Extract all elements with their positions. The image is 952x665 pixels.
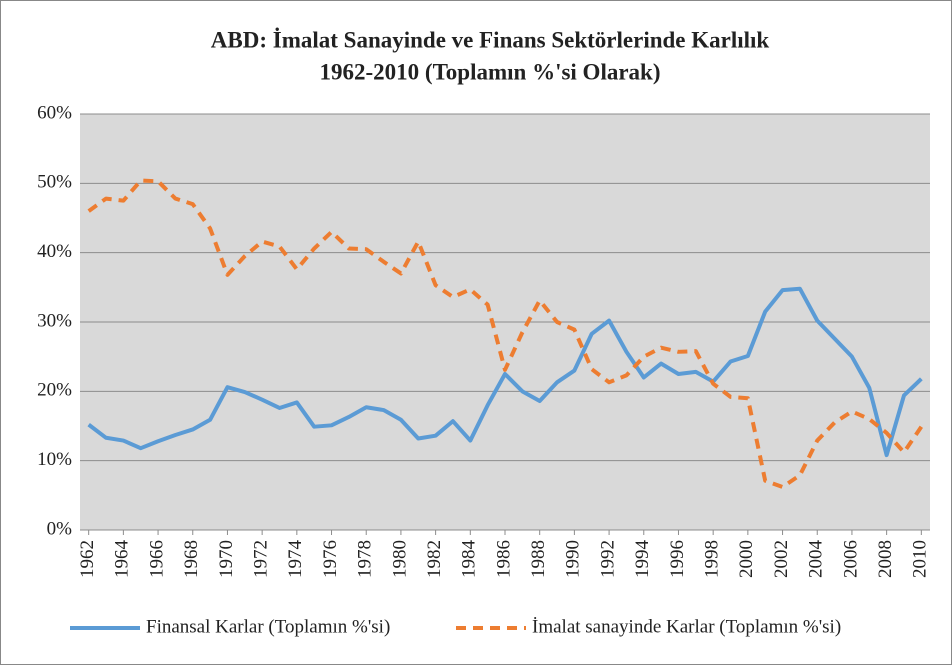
- y-tick-label: 50%: [37, 172, 72, 193]
- x-tick-label: 1976: [320, 540, 341, 578]
- chart-subtitle: 1962-2010 (Toplamın %'si Olarak): [320, 59, 661, 84]
- y-tick-label: 40%: [37, 241, 72, 262]
- x-tick-label: 1986: [493, 540, 514, 578]
- y-tick-label: 10%: [37, 449, 72, 470]
- x-tick-label: 1974: [285, 540, 306, 579]
- x-tick-label: 2008: [875, 540, 896, 578]
- y-tick-label: 60%: [37, 102, 72, 123]
- series-line: [87, 286, 923, 458]
- x-tick-label: 1994: [632, 540, 653, 579]
- x-tick-label: 1964: [112, 540, 133, 579]
- x-tick-label: 2006: [840, 540, 861, 578]
- legend-label: İmalat sanayinde Karlar (Toplamın %'si): [532, 616, 841, 637]
- series-line: [87, 178, 923, 490]
- x-tick-label: 1984: [459, 540, 480, 579]
- y-tick-label: 0%: [47, 518, 73, 539]
- x-tick-label: 2010: [910, 540, 931, 578]
- x-tick-label: 1970: [216, 540, 237, 578]
- x-tick-label: 2000: [736, 540, 757, 578]
- x-tick-label: 1982: [424, 540, 445, 578]
- x-tick-label: 1998: [702, 540, 723, 578]
- x-tick-label: 2002: [771, 540, 792, 578]
- y-tick-label: 30%: [37, 310, 72, 331]
- x-tick-label: 1972: [251, 540, 272, 578]
- y-tick-label: 20%: [37, 380, 72, 401]
- x-tick-label: 1966: [146, 540, 167, 578]
- x-tick-label: 1980: [389, 540, 410, 578]
- x-tick-label: 1990: [563, 540, 584, 578]
- x-tick-label: 2004: [806, 540, 827, 579]
- x-tick-label: 1988: [528, 540, 549, 578]
- x-tick-label: 1968: [181, 540, 202, 578]
- legend-label: Finansal Karlar (Toplamın %'si): [146, 616, 390, 637]
- chart-title: ABD: İmalat Sanayinde ve Finans Sektörle…: [211, 27, 770, 52]
- x-tick-label: 1962: [77, 540, 98, 578]
- x-tick-label: 1996: [667, 540, 688, 578]
- x-tick-label: 1978: [355, 540, 376, 578]
- x-tick-label: 1992: [597, 540, 618, 578]
